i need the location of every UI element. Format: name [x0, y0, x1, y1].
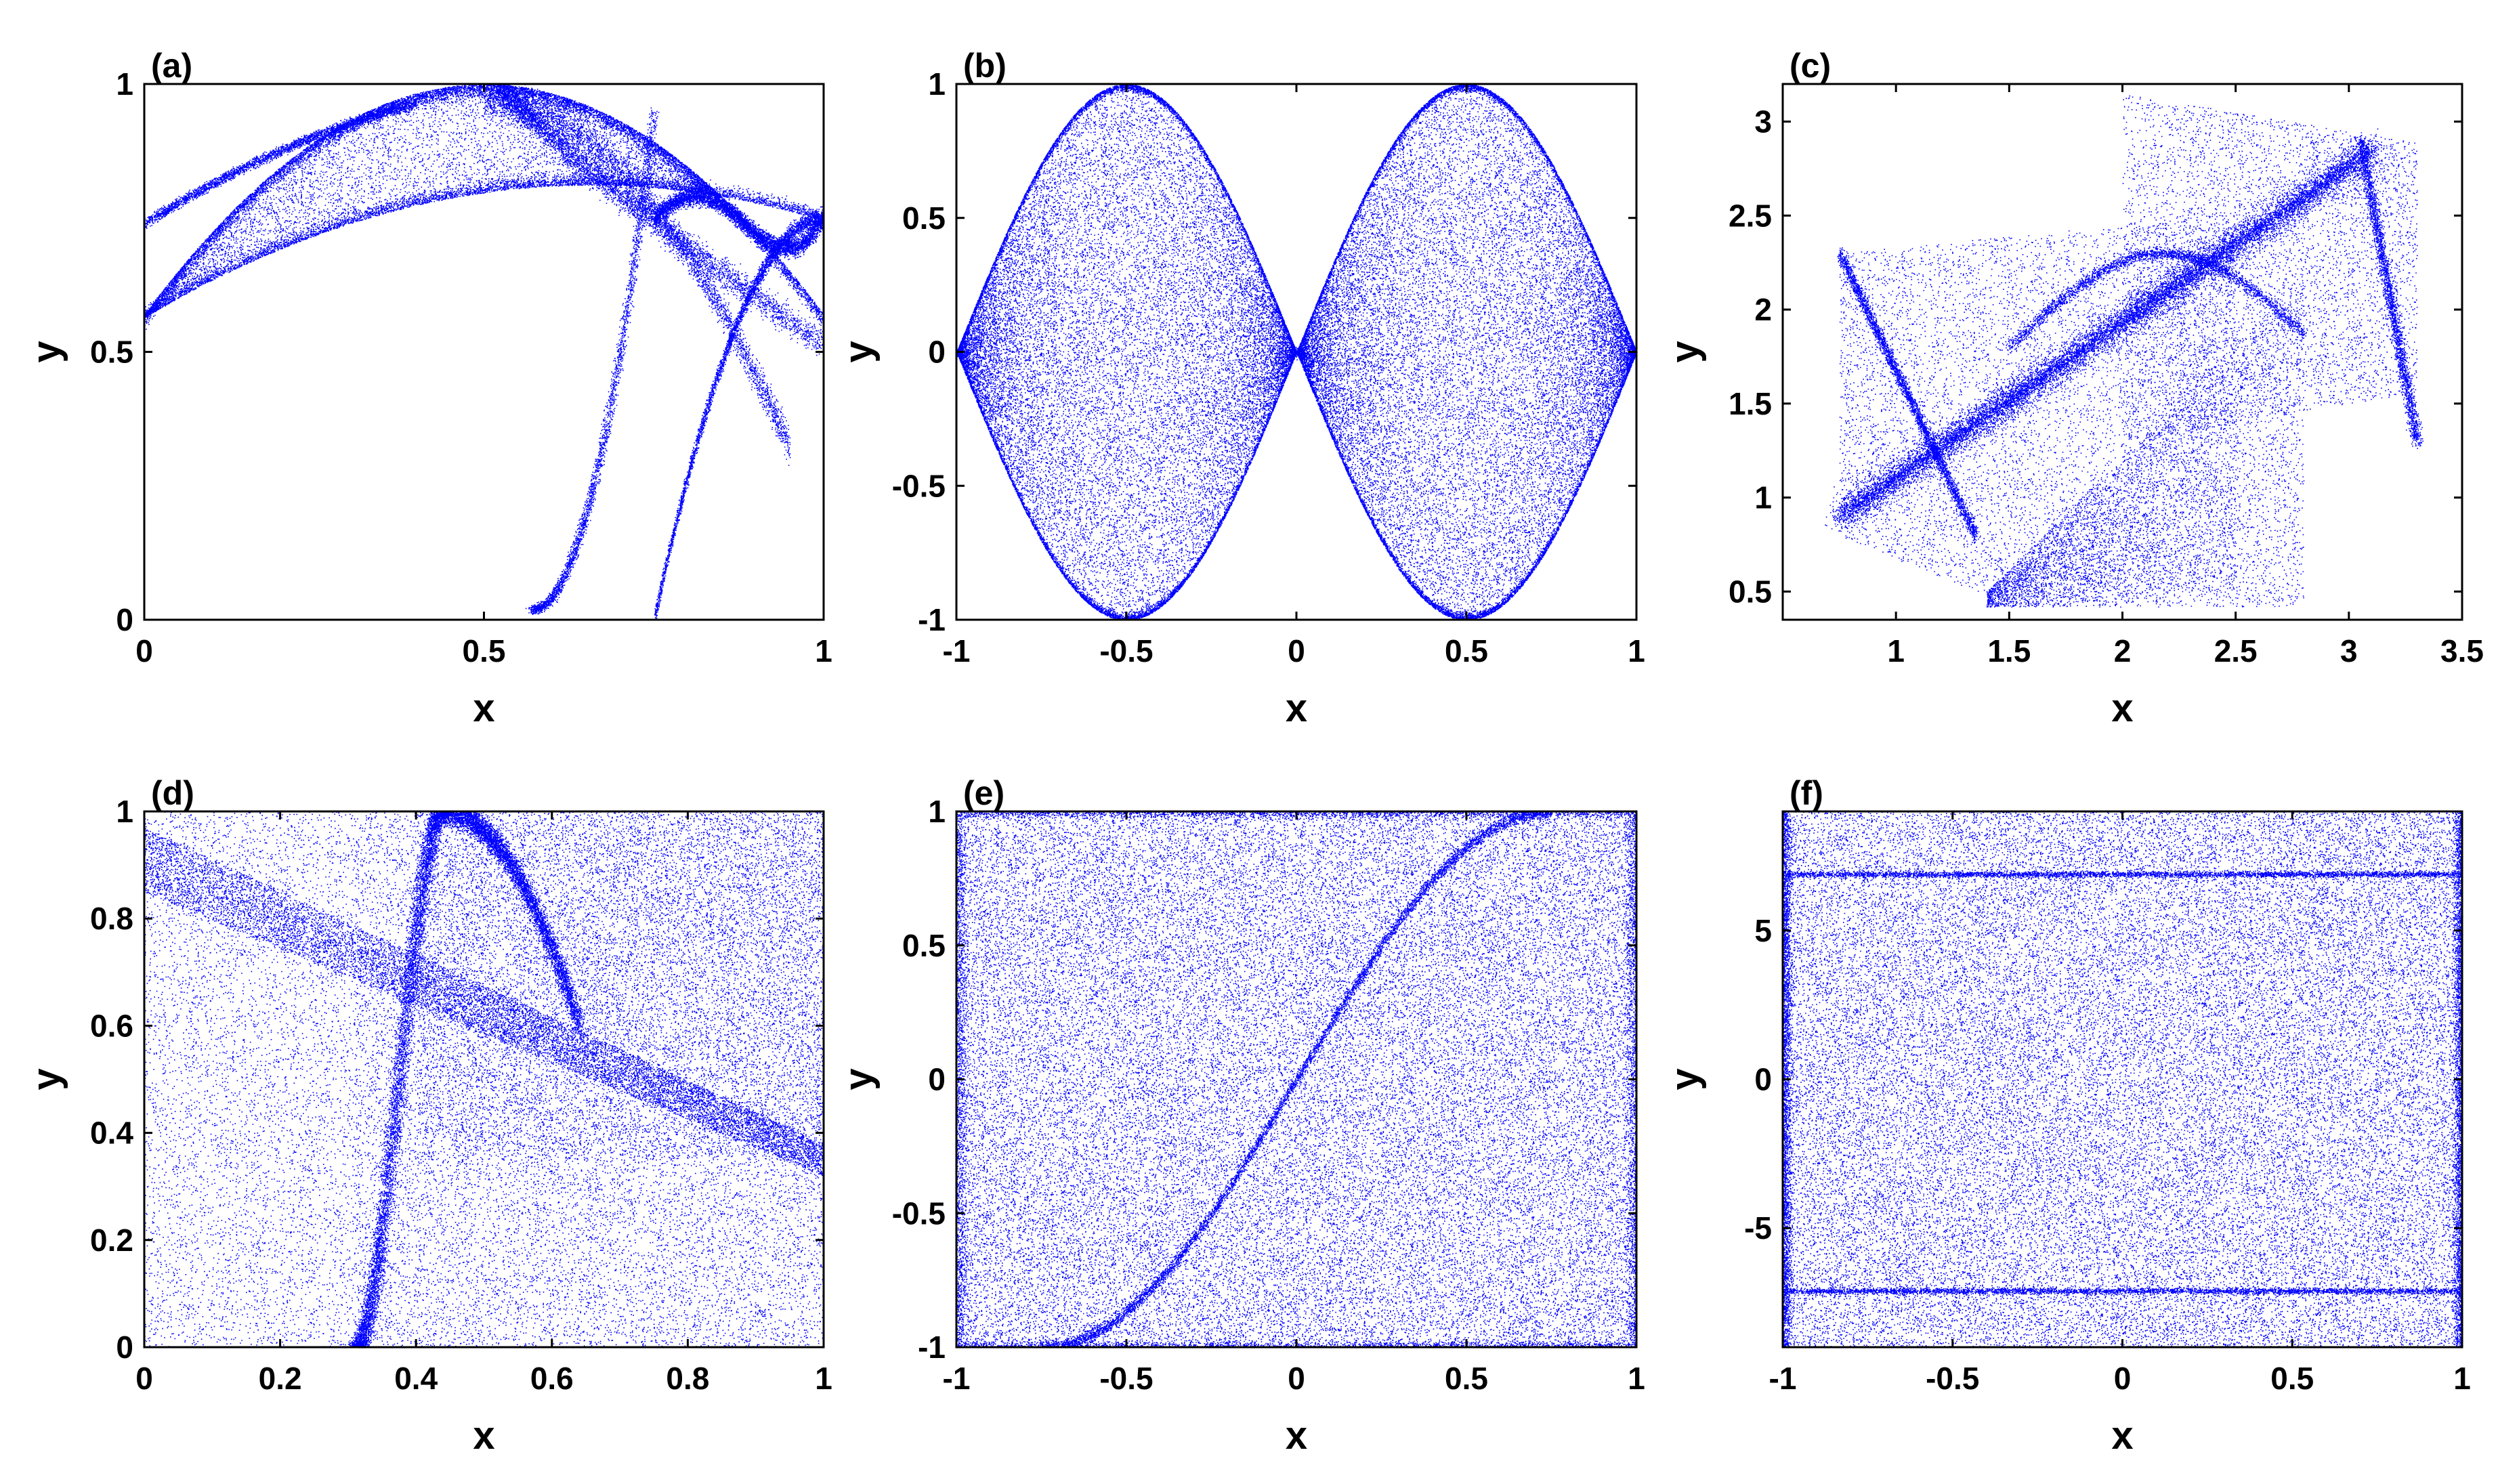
y-axis-label: y — [837, 1068, 881, 1090]
y-tick-label: 1 — [116, 794, 133, 829]
x-tick-label: 3 — [2340, 633, 2358, 669]
x-tick-label: -0.5 — [1099, 1361, 1153, 1396]
y-axis-label: y — [1663, 1068, 1707, 1090]
attractor-points — [144, 811, 825, 1349]
x-tick-label: 1 — [1628, 633, 1645, 669]
y-tick-label: 0 — [928, 335, 946, 370]
x-tick-label: 0 — [2114, 1361, 2132, 1396]
y-tick-label: 1 — [928, 794, 946, 829]
panel-a: 0 0.5 1 0 0.5 1 x y (a) — [24, 47, 832, 730]
panel-label: (f) — [1790, 774, 1823, 812]
x-tick-label: -1 — [943, 1361, 971, 1396]
axes-frame — [143, 810, 825, 1349]
y-tick-label: 0 — [116, 1330, 133, 1365]
x-tick-label: 1.5 — [1987, 633, 2031, 669]
attractor-points — [1825, 95, 2423, 608]
x-tick-label: 0.5 — [1445, 1361, 1488, 1396]
y-tick-label: -0.5 — [892, 468, 946, 503]
y-tick-label: 0 — [1754, 1062, 1772, 1097]
y-axis-label: y — [1663, 341, 1707, 362]
attractor-points — [144, 84, 825, 620]
y-axis-label: y — [24, 341, 68, 362]
x-tick-label: 3.5 — [2440, 633, 2484, 669]
panel-e: -1 -0.5 0 0.5 1 -1 -0.5 0 0.5 1 x y (e) — [837, 774, 1645, 1458]
panel-c: 1 1.5 2 2.5 3 3.5 0.5 1 1.5 2 2.5 3 x y (c) — [1663, 47, 2484, 730]
y-tick-label: 0.5 — [1729, 574, 1772, 609]
x-axis-label: x — [473, 1414, 494, 1458]
y-tick-label: -0.5 — [892, 1195, 946, 1231]
x-tick-label: 2.5 — [2214, 633, 2258, 669]
y-tick-label: -5 — [1744, 1210, 1772, 1246]
y-tick-label: 5 — [1754, 913, 1772, 948]
x-tick-label: 0 — [1288, 633, 1305, 669]
x-tick-label: 0.5 — [1445, 633, 1488, 669]
x-axis-label: x — [1286, 1414, 1307, 1458]
panel-b: -1 -0.5 0 0.5 1 -1 -0.5 0 0.5 1 x y (b) — [837, 47, 1645, 730]
x-tick-label: -1 — [1769, 1361, 1797, 1396]
y-axis-label: y — [24, 1068, 68, 1090]
x-tick-label: 0.4 — [394, 1361, 438, 1396]
x-tick-label: 0 — [135, 633, 153, 669]
x-tick-label: 1 — [1887, 633, 1905, 669]
attractor-points — [1783, 811, 2463, 1349]
x-tick-label: 2 — [2114, 633, 2132, 669]
x-tick-label: 0.6 — [530, 1361, 574, 1396]
x-tick-label: 1 — [815, 633, 832, 669]
panel-f: -1 -0.5 0 0.5 1 -5 0 5 x y (f) — [1663, 774, 2471, 1458]
x-tick-label: 0 — [1288, 1361, 1305, 1396]
y-tick-label: 1 — [116, 66, 133, 102]
y-tick-label: 1 — [928, 66, 946, 102]
panel-label: (d) — [151, 774, 194, 812]
y-tick-label: 3 — [1754, 104, 1772, 140]
attractor-points — [956, 811, 1638, 1349]
y-tick-label: 0.6 — [90, 1008, 133, 1043]
y-tick-label: 0.2 — [90, 1223, 133, 1258]
x-tick-label: -0.5 — [1926, 1361, 1979, 1396]
x-tick-label: -0.5 — [1099, 633, 1153, 669]
y-tick-label: 0.8 — [90, 901, 133, 936]
x-axis-label: x — [473, 686, 494, 730]
y-tick-label: 0.4 — [90, 1116, 133, 1151]
y-tick-label: 0.5 — [902, 200, 946, 236]
y-tick-label: -1 — [918, 1330, 946, 1365]
x-tick-label: 0 — [135, 1361, 153, 1396]
y-tick-label: 1.5 — [1729, 386, 1772, 421]
y-tick-label: 1 — [1754, 480, 1772, 515]
x-axis-label: x — [2111, 1414, 2133, 1458]
y-tick-label: 2.5 — [1729, 198, 1772, 233]
x-tick-label: 1 — [1628, 1361, 1645, 1396]
x-tick-label: 1 — [2453, 1361, 2471, 1396]
y-tick-label: 0.5 — [90, 335, 133, 370]
x-tick-label: 0.8 — [666, 1361, 709, 1396]
x-axis-label: x — [1286, 686, 1307, 730]
panel-label: (a) — [151, 47, 192, 85]
panel-label: (b) — [963, 47, 1007, 85]
x-tick-label: 0.5 — [2270, 1361, 2314, 1396]
x-tick-label: -1 — [943, 633, 971, 669]
y-tick-label: 0 — [116, 602, 133, 637]
attractor-points — [956, 84, 1638, 621]
y-tick-label: -1 — [918, 602, 946, 637]
x-tick-label: 0.5 — [463, 633, 506, 669]
y-axis-label: y — [837, 341, 881, 362]
y-tick-label: 0 — [928, 1062, 946, 1097]
panel-label: (c) — [1790, 47, 1831, 85]
y-tick-label: 2 — [1754, 292, 1772, 327]
x-axis-label: x — [2111, 686, 2133, 730]
panel-d: 0 0.2 0.4 0.6 0.8 1 0 0.2 0.4 0.6 0.8 1 x y (d) — [24, 774, 832, 1458]
x-tick-label: 1 — [815, 1361, 832, 1396]
panel-label: (e) — [963, 774, 1004, 812]
x-tick-label: 0.2 — [259, 1361, 302, 1396]
y-tick-label: 0.5 — [902, 928, 946, 963]
